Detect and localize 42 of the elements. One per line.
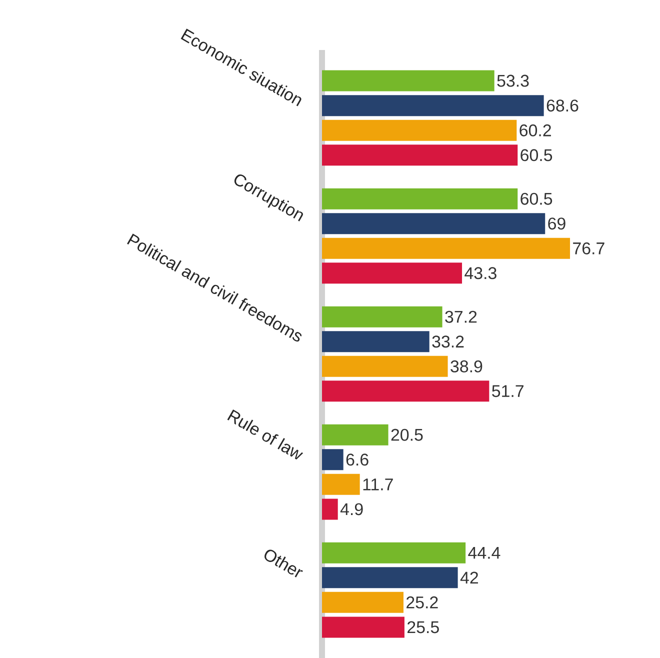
bar [322,498,338,520]
bar [322,356,448,377]
data-label: 38.9 [450,360,482,372]
bar [322,567,458,588]
bar [322,262,462,284]
data-label: 4.9 [340,503,363,516]
data-label: 60.5 [520,192,552,205]
bar [322,95,544,116]
y-tick-label: Other [264,550,303,578]
data-label: 69 [548,218,566,230]
bar [322,616,404,638]
bar [322,449,344,470]
bar [322,213,546,234]
bar [322,592,404,613]
data-label: 44.4 [468,547,500,559]
data-label: 68.6 [546,100,578,112]
bar [322,542,466,564]
bar [322,380,490,402]
bar [322,188,518,210]
data-label: 51.7 [492,385,524,398]
data-label: 11.7 [363,478,393,490]
data-label: 53.3 [497,74,529,87]
data-label: 33.2 [432,336,464,348]
bar [322,474,360,495]
bar [322,238,570,259]
data-label: 25.5 [408,621,439,634]
bar [322,120,517,141]
data-label: 37.2 [445,310,477,323]
bar [322,306,442,328]
data-label: 43.3 [464,267,496,280]
data-label: 76.7 [573,242,604,254]
data-label: 60.2 [520,124,551,136]
data-label: 25.2 [406,596,438,608]
data-label: 60.5 [520,149,552,162]
bar [322,331,430,352]
data-label: 42 [460,572,478,584]
bar [322,144,518,166]
bar [322,424,388,446]
data-label: 20.5 [391,428,423,441]
y-tick-label: Rule of law [227,410,304,460]
bar [322,70,494,92]
data-label: 6.6 [346,454,368,466]
